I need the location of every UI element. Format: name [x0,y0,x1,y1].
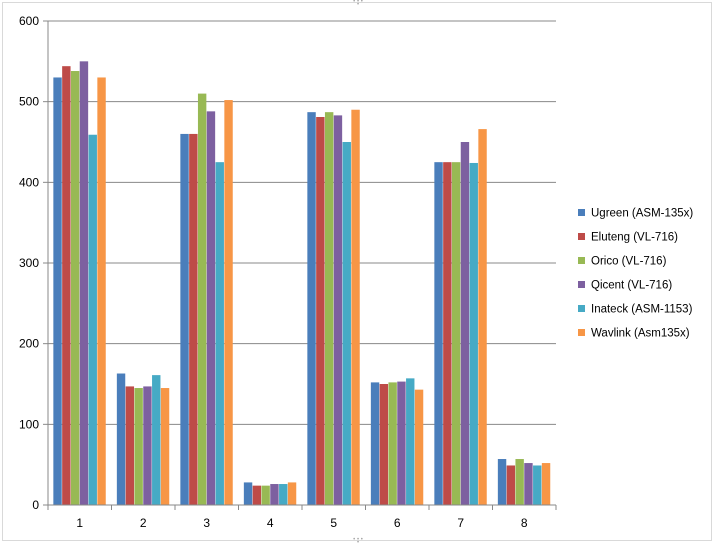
bar [79,61,89,505]
bar [342,142,351,505]
bar [397,381,406,505]
bar [197,93,207,505]
bar [243,482,253,505]
legend-label: Ugreen (ASM-135x) [591,208,693,220]
bar [533,465,542,505]
y-tick-label: 500 [19,95,39,109]
bar [460,142,470,505]
bar [469,162,478,505]
x-tick-label: 3 [203,516,210,530]
bar-chart: 0 100 200 300 400 500 600 1 2 3 4 5 6 7 8 Ugreen (ASM… [19,14,693,530]
legend-label: Inateck (ASM-1153) [591,304,693,316]
bar [53,77,62,505]
bar [70,71,80,505]
bar [134,388,143,505]
legend-swatch [578,281,585,288]
y-tick-label: 0 [32,498,39,512]
y-tick-label: 100 [19,417,39,431]
y-axis-tick-labels: 0 100 200 300 400 500 600 [19,14,39,512]
bar-series [53,61,551,506]
legend-swatch [578,257,585,264]
bar [97,77,106,505]
bar [515,459,524,505]
bar [541,463,551,505]
resize-handle-bottom[interactable]: • • • • [353,537,363,546]
bar [125,386,135,505]
bar [324,112,334,506]
x-tick-label: 8 [521,516,528,530]
legend-label: Eluteng (VL-716) [591,232,678,244]
legend-label: Wavlink (Asm135x) [591,328,690,340]
bar [62,66,71,505]
bar [478,129,487,505]
legend-swatch [578,233,585,240]
bar [406,378,415,505]
x-tick-label: 5 [330,516,337,530]
bar [451,162,461,505]
bar [261,485,270,505]
bar [143,386,152,505]
bar [316,116,325,505]
bar [443,162,452,505]
bar [252,485,262,505]
legend-label: Qicent (VL-716) [591,280,672,292]
bar [180,133,189,505]
legend-swatch [578,305,585,312]
legend-swatch [578,209,585,216]
y-tick-label: 400 [19,175,39,189]
bar [379,384,389,505]
x-tick-label: 7 [457,516,464,530]
bar [287,482,297,505]
bar [333,115,343,505]
legend-label: Orico (VL-716) [591,256,667,268]
bar [224,100,233,505]
bar [307,112,316,506]
bar [206,111,216,505]
bar [414,389,424,505]
legend-swatch [578,329,585,336]
x-tick-label: 4 [267,516,274,530]
bar [434,162,443,505]
bar [160,388,170,505]
legend: Ugreen (ASM-135x) Eluteng (VL-716) Orico (… [578,208,693,340]
bar [524,463,533,505]
bar [388,382,397,505]
bar [497,459,507,505]
bar [270,484,279,505]
x-tick-label: 2 [140,516,147,530]
bar [351,109,360,505]
x-tick-label: 6 [394,516,401,530]
bar [215,162,224,505]
x-tick-label: 1 [76,516,83,530]
bar [152,375,161,505]
x-axis-tick-labels: 1 2 3 4 5 6 7 8 [76,516,528,530]
resize-handle-top[interactable]: • • • • [353,0,363,8]
bar [88,134,97,506]
y-tick-label: 300 [19,256,39,270]
axes [47,21,557,510]
bar [506,465,516,505]
bar [279,484,288,505]
y-tick-label: 600 [19,14,39,28]
bar [370,382,380,505]
bar [116,373,126,505]
bar [189,133,198,505]
y-tick-label: 200 [19,337,39,351]
